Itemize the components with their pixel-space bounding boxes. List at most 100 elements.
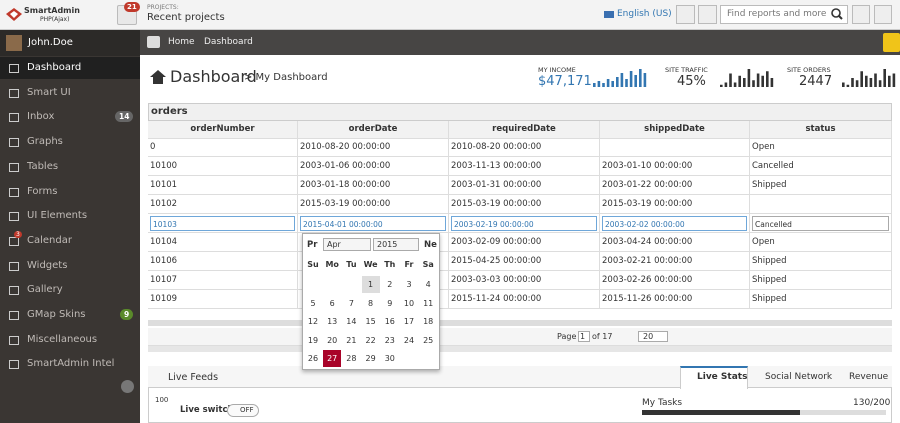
- page-input[interactable]: [578, 331, 590, 342]
- user-name[interactable]: John.Doe: [28, 37, 73, 48]
- nav-item[interactable]: Forms: [27, 185, 58, 197]
- table-cell: 10109: [148, 290, 298, 309]
- day[interactable]: 28: [346, 354, 357, 364]
- table-cell: Shipped: [750, 290, 892, 309]
- spark-bar: [625, 79, 628, 87]
- day[interactable]: 14: [346, 317, 357, 327]
- day[interactable]: 19: [307, 335, 319, 345]
- edit-input[interactable]: 2015-04-01 00:00:00: [300, 216, 446, 231]
- day[interactable]: 9: [387, 298, 393, 308]
- day[interactable]: 11: [423, 298, 434, 308]
- day[interactable]: 10: [403, 298, 415, 308]
- day[interactable]: 7: [348, 298, 354, 308]
- dp-next[interactable]: Ne: [424, 240, 437, 250]
- search-input[interactable]: [720, 5, 848, 24]
- day[interactable]: 18: [423, 317, 434, 327]
- edit-input[interactable]: 2003-02-19 00:00:00: [451, 216, 597, 231]
- projects-dropdown[interactable]: Recent projects: [147, 12, 225, 23]
- logout-button[interactable]: [852, 5, 870, 24]
- nav-item[interactable]: Inbox: [27, 111, 55, 123]
- day[interactable]: 6: [329, 298, 335, 308]
- day[interactable]: 2: [387, 280, 393, 289]
- logo-icon: [6, 8, 22, 21]
- tab[interactable]: Social Network: [765, 372, 833, 382]
- breadcrumb-home[interactable]: Home: [168, 37, 195, 47]
- nav-icon: [9, 311, 19, 320]
- nav-item[interactable]: Calendar: [27, 234, 72, 246]
- day[interactable]: 1: [361, 276, 380, 293]
- day[interactable]: 22: [365, 335, 376, 345]
- day[interactable]: 17: [403, 317, 415, 327]
- edit-input[interactable]: 2003-02-02 00:00:00: [602, 216, 747, 231]
- day[interactable]: 4: [425, 280, 431, 289]
- day[interactable]: 29: [365, 354, 376, 364]
- nav-icon: [9, 236, 19, 246]
- day[interactable]: 30: [384, 354, 395, 364]
- page-number: 1: [580, 332, 586, 341]
- home-icon: [150, 70, 166, 84]
- nav-item[interactable]: UI Elements: [27, 210, 88, 222]
- weekday: Fr: [404, 260, 414, 269]
- nav-item[interactable]: Dashboard: [27, 62, 82, 73]
- spark-bar: [743, 78, 746, 87]
- search-icon[interactable]: [831, 8, 843, 20]
- year-select[interactable]: [373, 238, 419, 251]
- menu-button[interactable]: [874, 5, 892, 24]
- page-size-select[interactable]: [638, 331, 668, 342]
- nav-item[interactable]: Gallery: [27, 284, 63, 296]
- nav-icon: [9, 113, 19, 123]
- spark-bar: [883, 69, 886, 87]
- spark-bar: [593, 83, 596, 87]
- fullscreen-button[interactable]: [698, 5, 717, 24]
- stat-value: 2447: [799, 74, 833, 89]
- day[interactable]: 21: [346, 335, 357, 345]
- table-cell: 2003-03-03 00:00:00: [449, 271, 600, 290]
- day[interactable]: 8: [368, 298, 374, 308]
- nav-icon: [9, 286, 19, 296]
- language-selector[interactable]: English (US): [617, 9, 672, 19]
- page-subtitle: > My Dashboard: [244, 72, 328, 83]
- day[interactable]: 26: [307, 354, 319, 364]
- user-bar: [0, 30, 140, 56]
- day[interactable]: 23: [384, 335, 395, 345]
- scrollbar[interactable]: [148, 320, 892, 326]
- nav-item[interactable]: Smart UI: [27, 86, 71, 98]
- tab[interactable]: Revenue: [849, 372, 889, 382]
- table-caption: [148, 103, 892, 121]
- dp-prev[interactable]: Pr: [307, 240, 318, 250]
- table-cell: 2003-01-06 00:00:00: [298, 157, 449, 176]
- spark-bar: [869, 78, 873, 87]
- nav-item[interactable]: Tables: [27, 160, 59, 172]
- live-switch[interactable]: [227, 404, 259, 417]
- day[interactable]: 12: [307, 317, 319, 327]
- day[interactable]: 27: [323, 350, 342, 368]
- settings-button[interactable]: [883, 33, 900, 52]
- edit-cell: [298, 214, 449, 233]
- day[interactable]: 13: [327, 317, 338, 327]
- task-progress: [642, 410, 800, 415]
- table-cell: Shipped: [750, 271, 892, 290]
- spark-bar: [629, 71, 633, 87]
- tab[interactable]: Live Stats: [697, 372, 748, 382]
- edit-input[interactable]: 10103: [150, 216, 295, 231]
- nav-item[interactable]: Widgets: [27, 259, 68, 271]
- day[interactable]: 15: [365, 317, 376, 327]
- day[interactable]: 3: [406, 280, 412, 289]
- nav-item[interactable]: GMap Skins: [27, 309, 86, 320]
- day[interactable]: 25: [423, 335, 434, 345]
- nav-item[interactable]: SmartAdmin Intel: [27, 358, 115, 370]
- mic-button[interactable]: [676, 5, 695, 24]
- day[interactable]: 16: [384, 317, 395, 327]
- weekday: Mo: [325, 260, 339, 269]
- refresh-button[interactable]: [147, 36, 160, 48]
- day[interactable]: 20: [327, 335, 338, 345]
- spark-bar: [643, 73, 647, 87]
- nav-item[interactable]: Miscellaneous: [27, 333, 98, 345]
- edit-input[interactable]: Cancelled: [752, 216, 889, 231]
- month-select[interactable]: [323, 238, 371, 251]
- day[interactable]: 5: [310, 298, 316, 308]
- nav-item[interactable]: Graphs: [27, 136, 63, 148]
- scrollbar-h[interactable]: [148, 346, 892, 352]
- collapse-button[interactable]: [121, 380, 134, 393]
- day[interactable]: 24: [403, 335, 415, 345]
